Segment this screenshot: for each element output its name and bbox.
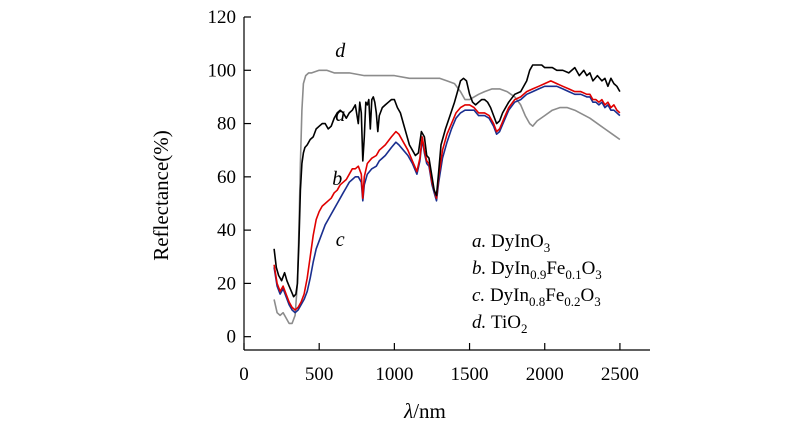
legend-text-part: 0.2 — [564, 294, 580, 309]
y-axis: 0 20 40 60 80 100 120 — [208, 7, 251, 350]
x-tick-label: 0 — [239, 364, 249, 385]
series-annotations: a b c d — [332, 40, 346, 251]
legend-text-part: DyIn — [490, 285, 530, 306]
series-line-d — [273, 69, 621, 325]
y-tick-label: 40 — [217, 220, 236, 241]
legend-text-part: 0.8 — [529, 294, 545, 309]
legend-text-part: Fe — [546, 258, 565, 279]
annotation-c: c — [336, 229, 345, 251]
legend-entry-c: c. DyIn0.8Fe0.2O3 — [472, 285, 601, 309]
legend-text-part: O — [581, 285, 595, 306]
legend-entry-d: d. TiO2 — [472, 312, 527, 336]
legend-text-part: Fe — [545, 285, 564, 306]
legend-text-part: TiO — [491, 312, 521, 333]
legend-text-part: 3 — [594, 294, 601, 309]
x-tick-label: 2500 — [601, 364, 639, 385]
legend-entry-a: a. DyInO3 — [472, 231, 550, 255]
x-axis-symbol: λ — [403, 399, 413, 423]
legend-text-part: 0.1 — [565, 267, 581, 282]
series-line-b — [273, 80, 621, 311]
series-group — [273, 64, 621, 325]
annotation-a: a — [335, 104, 345, 126]
legend-letter: a. — [472, 231, 491, 252]
x-tick-label: 1500 — [451, 364, 489, 385]
series-line-a — [273, 64, 621, 298]
y-tick-label: 0 — [227, 327, 237, 348]
y-tick-label: 20 — [217, 273, 236, 294]
y-tick-label: 80 — [217, 114, 236, 135]
legend-text-part: 3 — [544, 240, 551, 255]
x-axis-unit: /nm — [413, 399, 446, 423]
x-axis: 0 500 1000 1500 2000 2500 — [239, 343, 650, 385]
legend-text-part: DyInO — [491, 231, 544, 252]
y-tick-label: 100 — [208, 60, 237, 81]
legend-text-part: 3 — [595, 267, 602, 282]
legend-text-part: O — [582, 258, 596, 279]
x-tick-label: 2000 — [526, 364, 564, 385]
x-tick-label: 1000 — [375, 364, 413, 385]
annotation-d: d — [335, 40, 346, 62]
legend-letter: d. — [472, 312, 491, 333]
legend-text-part: 2 — [521, 321, 528, 336]
legend-entry-b: b. DyIn0.9Fe0.1O3 — [472, 258, 602, 282]
legend-letter: c. — [472, 285, 490, 306]
y-tick-label: 120 — [208, 7, 237, 28]
x-axis-title: λ/nm — [403, 399, 446, 423]
annotation-b: b — [332, 168, 342, 190]
legend-letter: b. — [472, 258, 491, 279]
legend-text-part: 0.9 — [530, 267, 546, 282]
y-tick-label: 60 — [217, 167, 236, 188]
y-axis-title: Reflectance(%) — [149, 130, 173, 261]
legend-text-part: DyIn — [491, 258, 531, 279]
x-tick-label: 500 — [305, 364, 334, 385]
